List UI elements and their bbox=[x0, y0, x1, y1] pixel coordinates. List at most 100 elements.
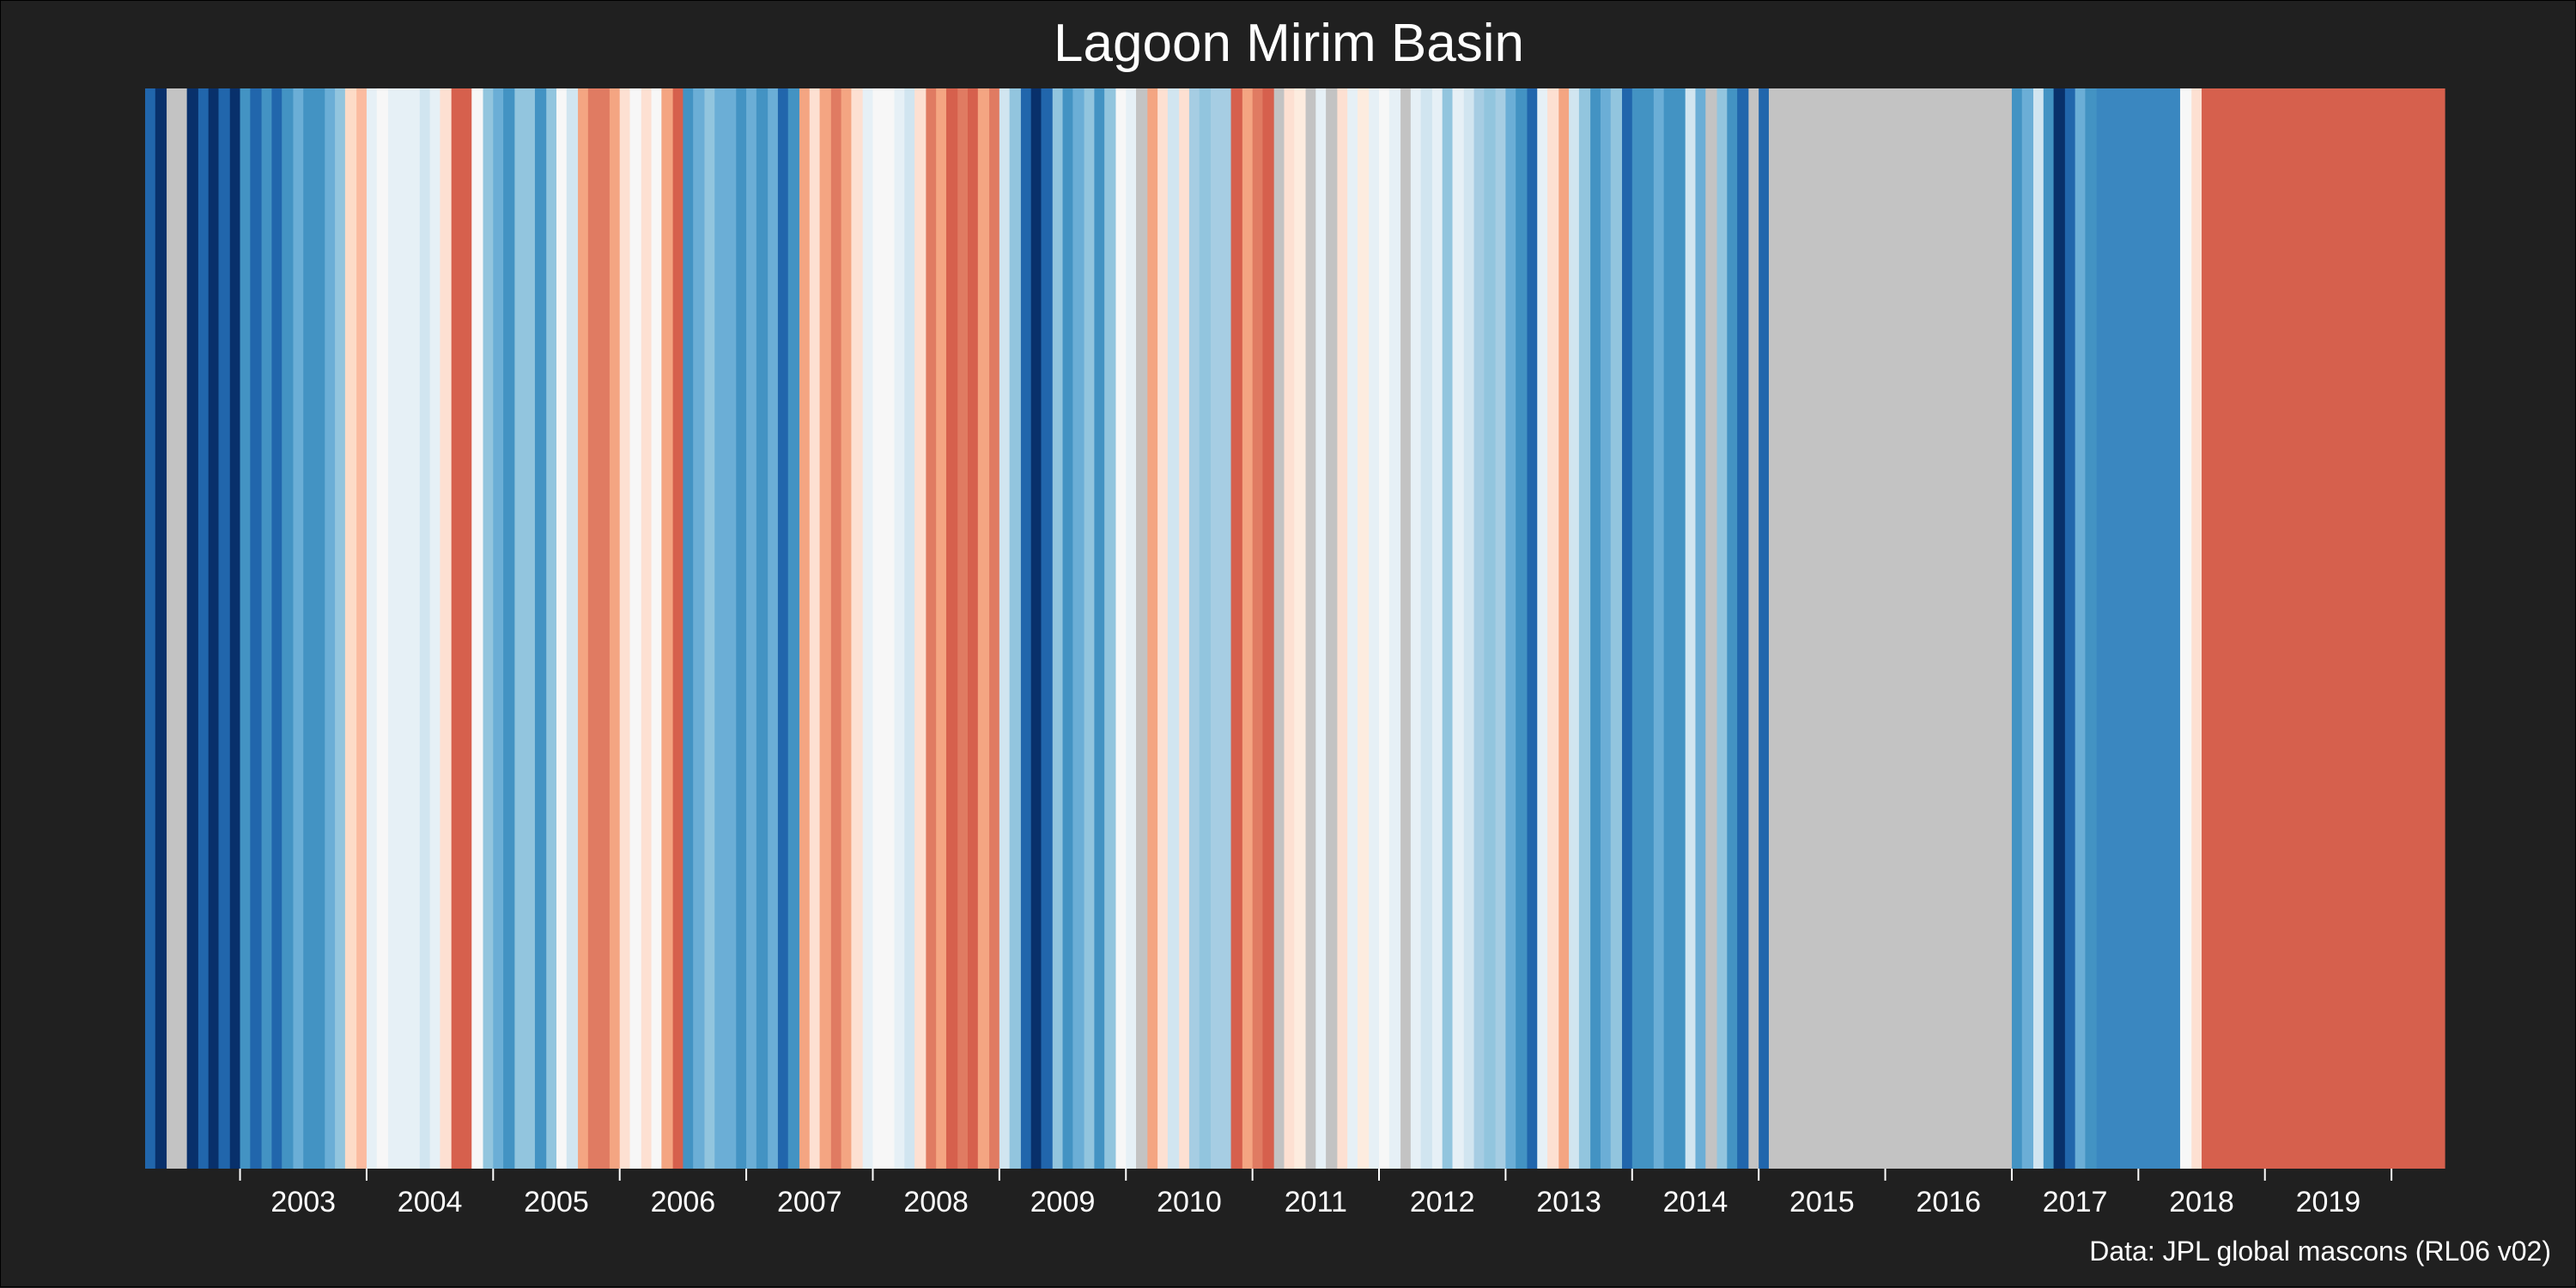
stripe bbox=[1463, 88, 1475, 1169]
stripe bbox=[376, 88, 389, 1169]
stripe bbox=[1326, 88, 1338, 1169]
stripe bbox=[2033, 88, 2044, 1169]
stripe bbox=[1705, 88, 1718, 1169]
stripe bbox=[271, 88, 283, 1169]
stripe bbox=[1199, 88, 1212, 1169]
stripe bbox=[387, 88, 421, 1169]
stripe bbox=[914, 88, 927, 1169]
stripe bbox=[2096, 88, 2181, 1169]
stripe bbox=[977, 88, 990, 1169]
stripe bbox=[809, 88, 821, 1169]
stripe bbox=[904, 88, 915, 1169]
stripe bbox=[1600, 88, 1612, 1169]
stripe bbox=[1157, 88, 1169, 1169]
stripe bbox=[1115, 88, 1127, 1169]
stripes-group bbox=[145, 88, 2445, 1169]
x-tick-label: 2008 bbox=[903, 1186, 969, 1218]
stripe bbox=[1104, 88, 1117, 1169]
stripe bbox=[1516, 88, 1528, 1169]
stripe bbox=[419, 88, 431, 1169]
stripe bbox=[683, 88, 694, 1169]
stripe bbox=[609, 88, 621, 1169]
stripe bbox=[1294, 88, 1307, 1169]
stripe bbox=[1442, 88, 1454, 1169]
stripe bbox=[1147, 88, 1158, 1169]
stripe bbox=[1041, 88, 1054, 1169]
x-tick-label: 2011 bbox=[1285, 1186, 1347, 1218]
stripe bbox=[1495, 88, 1506, 1169]
x-tick-label: 2013 bbox=[1536, 1186, 1601, 1218]
stripe bbox=[293, 88, 304, 1169]
stripe bbox=[693, 88, 706, 1169]
stripe bbox=[768, 88, 779, 1169]
stripe bbox=[493, 88, 504, 1169]
stripe bbox=[2064, 88, 2076, 1169]
stripe bbox=[2043, 88, 2055, 1169]
x-tick-label: 2004 bbox=[398, 1186, 463, 1218]
stripe bbox=[1062, 88, 1073, 1169]
stripe bbox=[366, 88, 378, 1169]
stripe bbox=[872, 88, 896, 1169]
stripe bbox=[2191, 88, 2202, 1169]
x-tick-label: 2010 bbox=[1157, 1186, 1222, 1218]
stripe bbox=[936, 88, 947, 1169]
x-tick-label: 2019 bbox=[2296, 1186, 2361, 1218]
stripe bbox=[186, 88, 199, 1169]
stripe bbox=[1578, 88, 1591, 1169]
stripe bbox=[1094, 88, 1105, 1169]
stripe bbox=[629, 88, 642, 1169]
stripe bbox=[1452, 88, 1465, 1169]
x-tick-label: 2014 bbox=[1663, 1186, 1728, 1218]
stripe bbox=[651, 88, 662, 1169]
stripe bbox=[1347, 88, 1358, 1169]
stripe bbox=[1305, 88, 1316, 1169]
stripe bbox=[841, 88, 853, 1169]
stripe bbox=[250, 88, 263, 1169]
stripe bbox=[2053, 88, 2066, 1169]
stripe bbox=[451, 88, 472, 1169]
data-source-caption: Data: JPL global mascons (RL06 v02) bbox=[2089, 1236, 2551, 1267]
stripe bbox=[1473, 88, 1485, 1169]
stripe bbox=[1009, 88, 1022, 1169]
x-tick-label: 2005 bbox=[524, 1186, 589, 1218]
stripe bbox=[746, 88, 757, 1169]
stripe bbox=[440, 88, 453, 1169]
stripe bbox=[945, 88, 958, 1169]
stripe bbox=[1631, 88, 1655, 1169]
stripe bbox=[1052, 88, 1064, 1169]
stripe bbox=[777, 88, 789, 1169]
stripe bbox=[704, 88, 715, 1169]
stripe bbox=[1379, 88, 1390, 1169]
stripe bbox=[926, 88, 937, 1169]
stripe bbox=[303, 88, 325, 1169]
stripe bbox=[1695, 88, 1706, 1169]
stripe bbox=[2202, 88, 2445, 1169]
stripe bbox=[1262, 88, 1275, 1169]
stripe bbox=[1737, 88, 1749, 1169]
stripe bbox=[819, 88, 832, 1169]
stripe bbox=[471, 88, 484, 1169]
stripe bbox=[1388, 88, 1401, 1169]
stripe bbox=[1136, 88, 1148, 1169]
x-tick-label: 2009 bbox=[1030, 1186, 1096, 1218]
stripe bbox=[546, 88, 557, 1169]
stripe bbox=[1030, 88, 1042, 1169]
stripe bbox=[1716, 88, 1728, 1169]
stripe bbox=[1537, 88, 1548, 1169]
x-tick-label: 2016 bbox=[1916, 1186, 1981, 1218]
stripe bbox=[957, 88, 969, 1169]
stripe bbox=[566, 88, 579, 1169]
stripe bbox=[1558, 88, 1570, 1169]
stripe bbox=[1188, 88, 1200, 1169]
stripe bbox=[1812, 88, 2013, 1169]
stripe bbox=[787, 88, 800, 1169]
stripe bbox=[1252, 88, 1264, 1169]
x-tick-label: 2003 bbox=[270, 1186, 336, 1218]
stripe bbox=[1400, 88, 1412, 1169]
stripe bbox=[155, 88, 167, 1169]
x-tick-label: 2017 bbox=[2043, 1186, 2108, 1218]
stripe bbox=[968, 88, 979, 1169]
stripe bbox=[483, 88, 494, 1169]
stripe bbox=[999, 88, 1011, 1169]
stripe bbox=[1420, 88, 1433, 1169]
